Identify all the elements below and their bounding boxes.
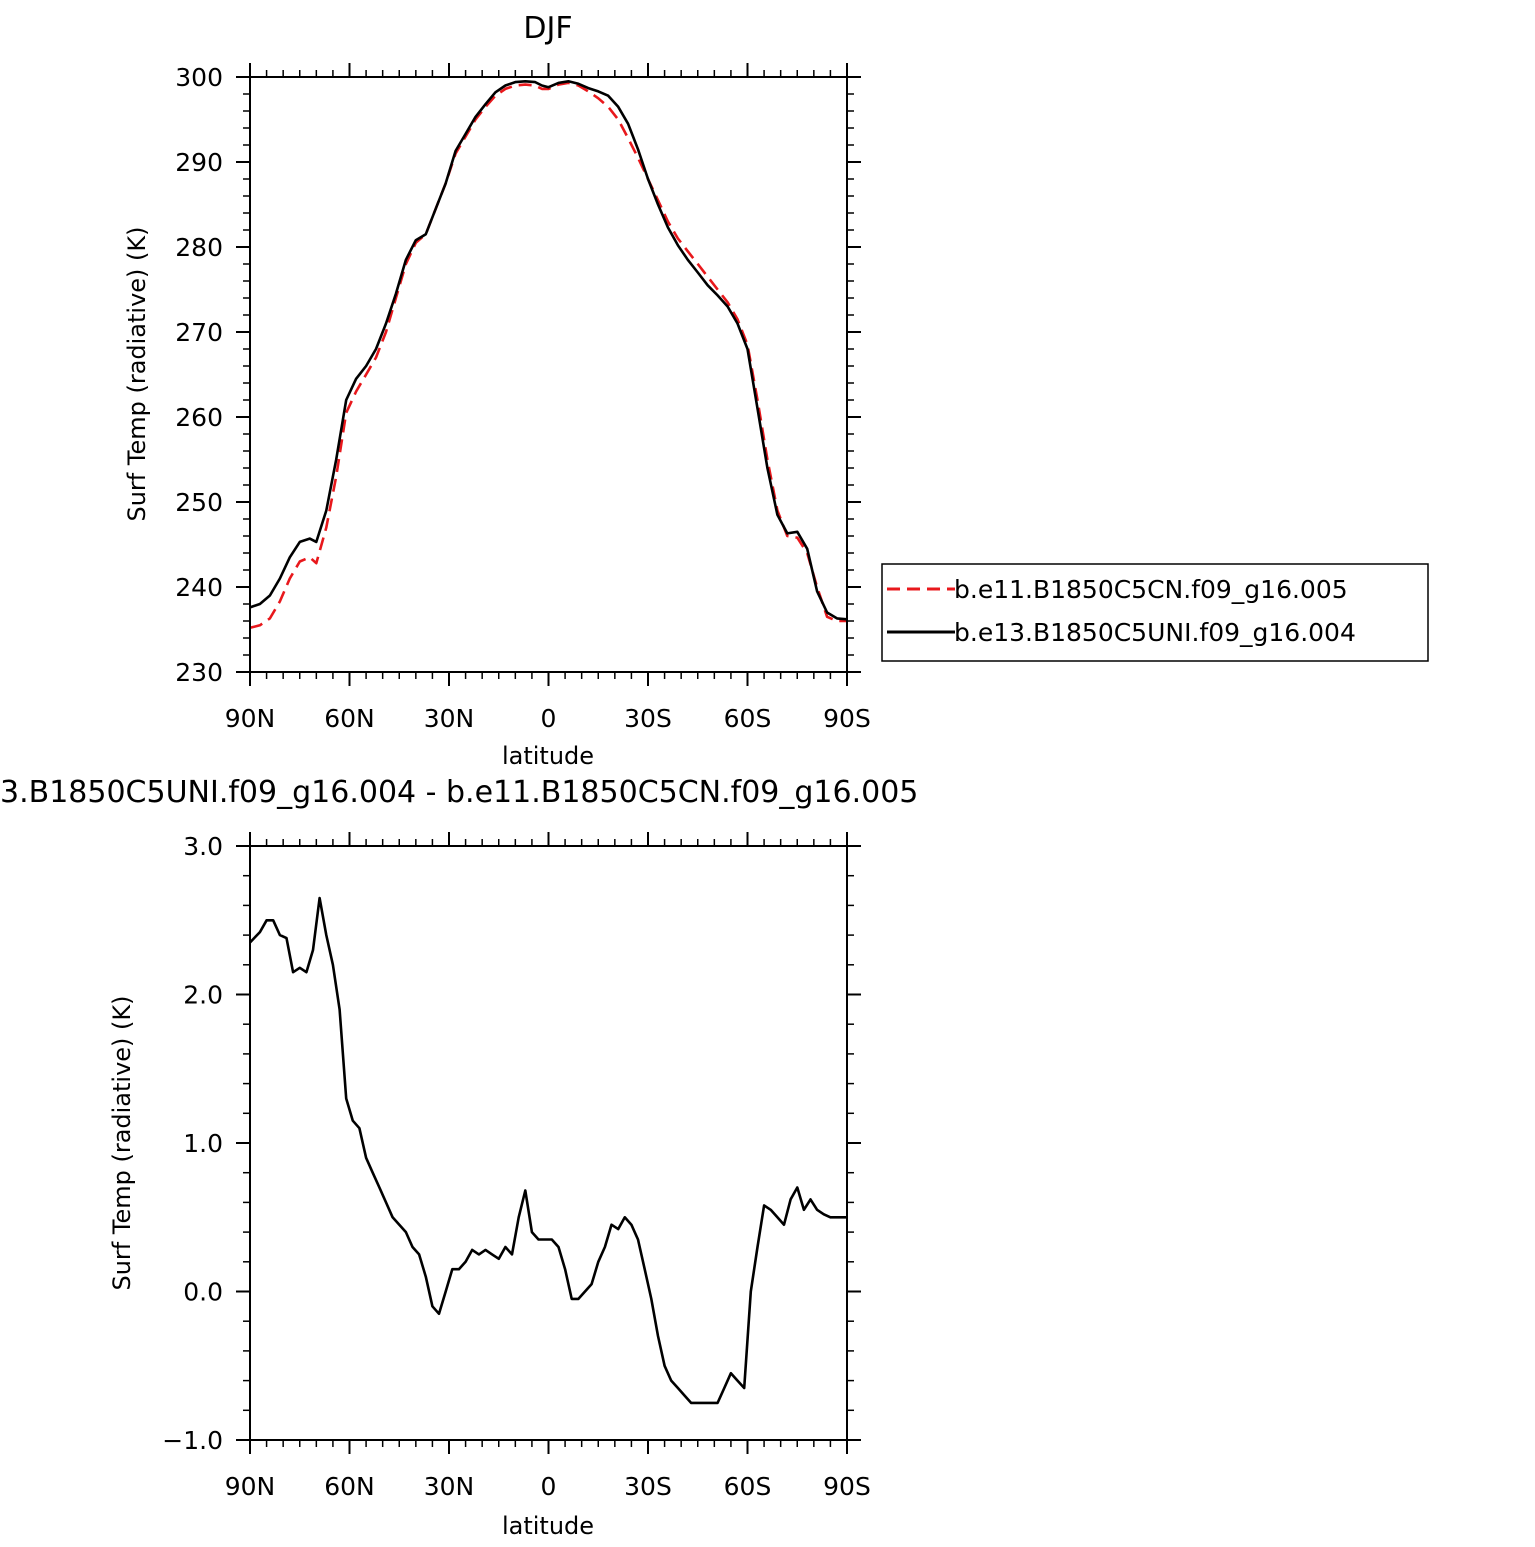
chart-2-plot-frame — [249, 845, 848, 1441]
chart-2-y-tick-label: 0.0 — [183, 1278, 223, 1307]
chart-2-x-axis-label: latitude — [502, 1512, 594, 1540]
chart-1-y-tick-label: 240 — [175, 573, 223, 602]
chart-1-ticks: 230 240 250 260 270 280 290 300 90N 60N 30N 0 30S 60S… — [175, 63, 871, 733]
chart-2-x-tick-label: 90S — [823, 1472, 871, 1501]
legend-label-series-1: b.e11.B1850C5CN.f09_g16.005 — [954, 575, 1348, 604]
chart-1-y-tick-label: 250 — [175, 488, 223, 517]
chart-2-y-axis-label: Surf Temp (radiative) (K) — [108, 995, 136, 1290]
legend-label-series-2: b.e13.B1850C5UNI.f09_g16.004 — [954, 618, 1356, 647]
chart-1-x-tick-label: 60N — [324, 704, 375, 733]
chart-2-series-group — [249, 896, 847, 1405]
chart-1-x-tick-label: 30S — [624, 704, 672, 733]
chart-2-ticks: −1.0 0.0 1.0 2.0 3.0 90N 60N 30N 0 30S 60S 90S — [162, 832, 871, 1501]
chart-2-x-tick-label: 60N — [324, 1472, 375, 1501]
chart-1-plot-frame — [249, 76, 848, 673]
chart-1-x-axis-label: latitude — [502, 742, 594, 770]
chart-1-x-tick-label: 30N — [424, 704, 475, 733]
chart-2-y-tick-label: 3.0 — [183, 832, 223, 861]
chart-2-y-tick-label: 2.0 — [183, 981, 223, 1010]
chart-1-y-tick-label: 280 — [175, 233, 223, 262]
chart-1-title: DJF — [523, 11, 572, 46]
chart-1-x-tick-label: 90N — [225, 704, 276, 733]
chart-1-x-tick-label: 90S — [823, 704, 871, 733]
chart-2-y-tick-label: 1.0 — [183, 1129, 223, 1158]
chart-1: DJF 230 240 250 260 270 280 290 300 90N 60N 30N 0 30… — [123, 11, 1429, 770]
chart-1-x-tick-label: 0 — [541, 704, 557, 733]
chart-2-title: 3.B1850C5UNI.f09_g16.004 - b.e11.B1850C5… — [0, 775, 918, 810]
chart-1-y-tick-label: 300 — [175, 63, 223, 92]
chart-1-series-1-line — [249, 81, 847, 630]
chart-2-x-tick-label: 30S — [624, 1472, 672, 1501]
chart-2: 3.B1850C5UNI.f09_g16.004 - b.e11.B1850C5… — [0, 775, 918, 1540]
chart-1-y-axis-label: Surf Temp (radiative) (K) — [123, 226, 151, 521]
chart-2-x-tick-label: 60S — [724, 1472, 772, 1501]
chart-1-y-tick-label: 270 — [175, 318, 223, 347]
chart-1-x-tick-label: 60S — [724, 704, 772, 733]
chart-2-y-tick-label: −1.0 — [162, 1426, 223, 1455]
chart-1-legend: b.e11.B1850C5CN.f09_g16.005 b.e13.B1850C… — [881, 563, 1429, 662]
chart-1-y-tick-label: 290 — [175, 148, 223, 177]
chart-2-x-tick-label: 90N — [225, 1472, 276, 1501]
legend-box — [881, 563, 1429, 662]
chart-1-series-2-line — [249, 80, 848, 621]
chart-2-x-tick-label: 30N — [424, 1472, 475, 1501]
chart-2-x-tick-label: 0 — [541, 1472, 557, 1501]
chart-1-y-tick-label: 230 — [175, 658, 223, 687]
chart-1-series-group — [249, 80, 848, 630]
chart-2-series-1-line — [249, 896, 847, 1405]
chart-1-y-tick-label: 260 — [175, 403, 223, 432]
